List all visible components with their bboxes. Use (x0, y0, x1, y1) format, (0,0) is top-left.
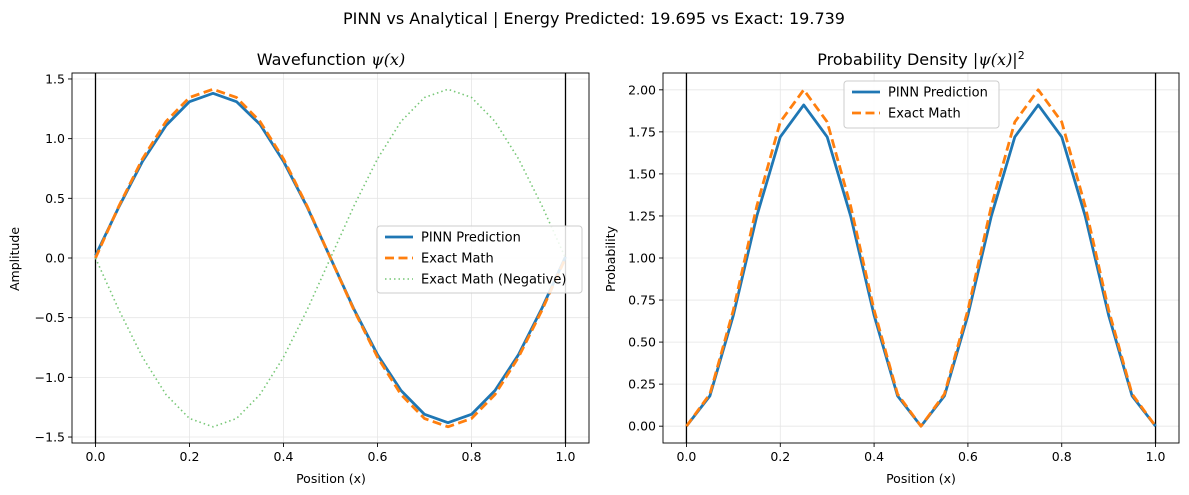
probability-x-tick-label: 0.0 (677, 449, 697, 464)
wavefunction-x-axis-label: Position (x) (296, 471, 366, 486)
probability-y-tick-label: 0.75 (628, 293, 656, 308)
wavefunction-y-tick-label: 0.0 (45, 251, 65, 266)
wavefunction-y-tick-label: −0.5 (35, 310, 65, 325)
probability-x-tick-label: 1.0 (1146, 449, 1166, 464)
wavefunction-legend-box (376, 225, 583, 294)
probability-legend-box (843, 80, 1000, 129)
wavefunction-y-axis-label: Amplitude (7, 227, 22, 291)
probability-title-prefix: Probability Density (817, 50, 973, 69)
wavefunction-panel: Wavefunction ψ(x) Position (x) Amplitude… (7, 50, 590, 486)
wavefunction-x-tick-label: 1.0 (556, 449, 576, 464)
wavefunction-x-tick-label: 0.4 (274, 449, 294, 464)
probability-y-tick-label: 1.75 (628, 124, 656, 139)
wavefunction-y-tick-label: −1.5 (35, 430, 65, 445)
probability-series-exact-math (685, 88, 1157, 428)
probability-y-tick-label: 2.00 (628, 82, 656, 97)
probability-title-math: |ψ(x)| (973, 50, 1018, 69)
wavefunction-y-tick-label: 1.0 (45, 131, 65, 146)
wavefunction-x-tick-label: 0.6 (368, 449, 388, 464)
wavefunction-panel-title: Wavefunction ψ(x) (257, 50, 405, 69)
probability-x-axis-label: Position (x) (886, 471, 956, 486)
wavefunction-y-tick-label: −1.0 (35, 370, 65, 385)
figure-title: PINN vs Analytical | Energy Predicted: 1… (343, 9, 845, 28)
wavefunction-legend-label: PINN Prediction (421, 231, 521, 246)
probability-legend-label: PINN Prediction (888, 86, 988, 101)
probability-legend-label: Exact Math (888, 107, 961, 122)
wavefunction-y-tick-label: 1.5 (45, 71, 65, 86)
wavefunction-x-tick-label: 0.8 (462, 449, 482, 464)
wavefunction-y-tick-label: 0.5 (45, 191, 65, 206)
probability-panel-title: Probability Density |ψ(x)|2 (817, 49, 1024, 69)
probability-x-tick-label: 0.2 (770, 449, 790, 464)
wavefunction-x-tick-label: 0.0 (86, 449, 106, 464)
wavefunction-title-math: ψ(x) (371, 50, 405, 69)
probability-y-tick-label: 1.25 (628, 208, 656, 223)
wavefunction-series-exact-math-negative (94, 88, 567, 428)
wavefunction-x-tick-label: 0.2 (180, 449, 200, 464)
wavefunction-series-exact-math (94, 87, 567, 429)
wavefunction-legend-label: Exact Math (Negative) (421, 273, 566, 288)
probability-y-tick-label: 0.50 (628, 335, 656, 350)
probability-x-tick-label: 0.6 (958, 449, 978, 464)
wavefunction-legend-label: Exact Math (421, 252, 494, 267)
probability-density-panel: Probability Density |ψ(x)|2 Position (x)… (603, 49, 1180, 486)
probability-y-tick-label: 1.50 (628, 166, 656, 181)
probability-y-axis-label: Probability (603, 225, 618, 292)
wavefunction-title-prefix: Wavefunction (257, 50, 371, 69)
probability-x-tick-label: 0.4 (864, 449, 884, 464)
probability-y-tick-label: 0.25 (628, 377, 656, 392)
probability-y-tick-label: 1.00 (628, 251, 656, 266)
probability-x-tick-label: 0.8 (1052, 449, 1072, 464)
probability-title-superscript: 2 (1018, 49, 1025, 62)
probability-y-tick-label: 0.00 (628, 419, 656, 434)
